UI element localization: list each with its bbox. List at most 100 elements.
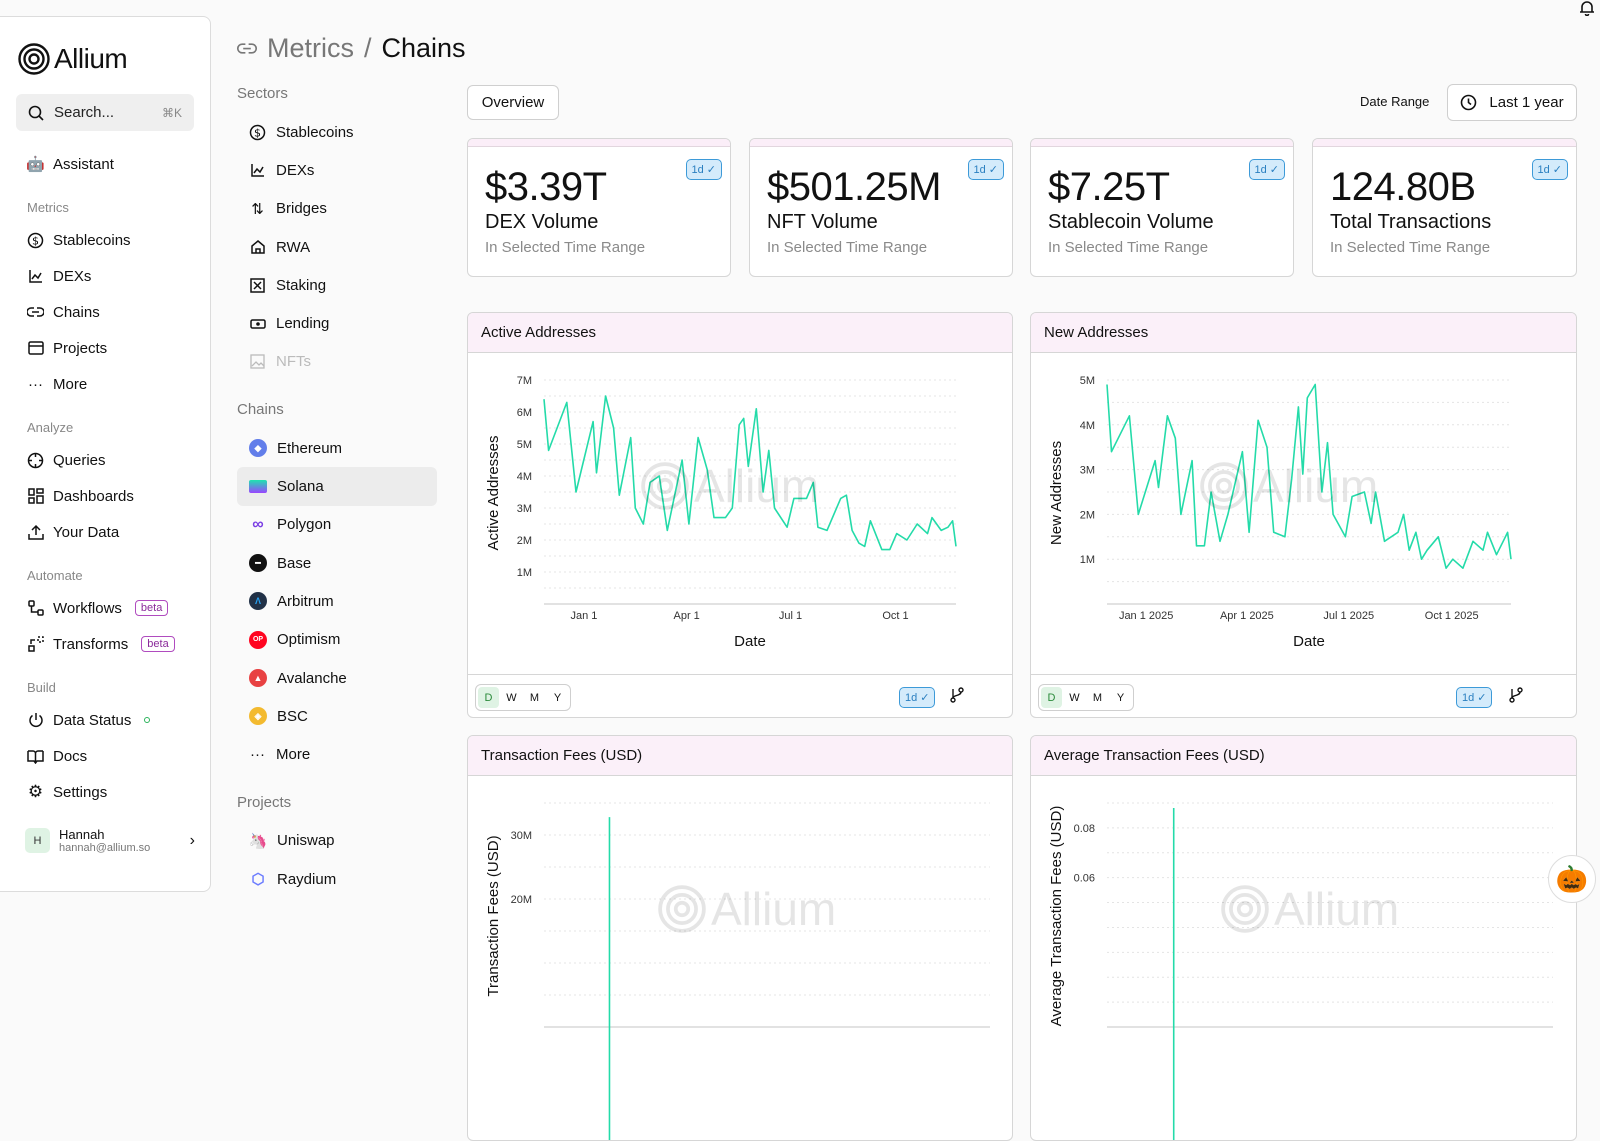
- section-label-build: Build: [0, 662, 210, 702]
- sidebar-item-assistant[interactable]: 🤖Assistant: [0, 146, 210, 182]
- granularity-month[interactable]: M: [524, 687, 545, 708]
- freshness-badge[interactable]: 1d✓: [1456, 687, 1492, 708]
- granularity-day[interactable]: D: [478, 687, 499, 708]
- link-icon: [27, 304, 44, 321]
- freshness-badge[interactable]: 1d✓: [686, 159, 722, 180]
- granularity-year[interactable]: Y: [1110, 687, 1131, 708]
- y-tick-label: 4M: [517, 471, 532, 483]
- granularity-week[interactable]: W: [1064, 687, 1085, 708]
- sidebar-item-docs[interactable]: Docs: [0, 738, 210, 774]
- section-label-automate: Automate: [0, 550, 210, 590]
- sidebar-item-label: Settings: [53, 784, 107, 801]
- overview-button[interactable]: Overview: [467, 85, 559, 120]
- search-input[interactable]: Search... ⌘K: [16, 94, 194, 131]
- x-tick-label: Oct 1: [882, 610, 908, 622]
- granularity-day[interactable]: D: [1041, 687, 1062, 708]
- branch-icon[interactable]: [950, 687, 964, 708]
- subnav-item-stablecoins[interactable]: $Stablecoins: [237, 113, 437, 151]
- subnav-chain-avalanche[interactable]: ▲Avalanche: [237, 659, 437, 697]
- subnav-project-uniswap[interactable]: 🦄Uniswap: [237, 822, 437, 860]
- y-tick-label: 6M: [517, 407, 532, 419]
- assistant-mascot-button[interactable]: 🎃: [1548, 855, 1596, 903]
- link-icon: [237, 42, 257, 55]
- subnav-item-staking[interactable]: Staking: [237, 266, 437, 304]
- subnav-chain-ethereum[interactable]: ◆Ethereum: [237, 429, 437, 467]
- search-icon: [28, 105, 44, 121]
- granularity-year[interactable]: Y: [547, 687, 568, 708]
- sidebar-item-dashboards[interactable]: Dashboards: [0, 478, 210, 514]
- notifications-bell-icon[interactable]: [1578, 0, 1596, 16]
- breadcrumb-separator: /: [364, 33, 372, 64]
- date-range-label: Date Range: [1360, 94, 1429, 109]
- home-icon: [249, 239, 266, 256]
- subnav-item-label: Uniswap: [277, 832, 335, 849]
- subnav-chain-bsc[interactable]: ◈BSC: [237, 697, 437, 735]
- check-circle-icon: ✓: [1553, 163, 1562, 176]
- cash-icon: [249, 315, 266, 332]
- clock-icon: [1460, 94, 1477, 111]
- subnav-project-raydium[interactable]: ⬡Raydium: [237, 860, 437, 898]
- subnav-item-bridges[interactable]: ⇅Bridges: [237, 190, 437, 228]
- sidebar-item-label: Data Status: [53, 712, 131, 729]
- x-tick-label: Oct 1 2025: [1425, 610, 1479, 622]
- sidebar-item-settings[interactable]: ⚙Settings: [0, 774, 210, 810]
- subnav-chain-polygon[interactable]: ∞Polygon: [237, 506, 437, 544]
- sidebar-item-more[interactable]: ···More: [0, 366, 210, 402]
- branch-icon[interactable]: [1509, 687, 1523, 708]
- series-line: [1107, 385, 1511, 569]
- subnav-item-label: NFTs: [276, 353, 311, 370]
- sidebar-item-chains[interactable]: Chains: [0, 294, 210, 330]
- freshness-badge[interactable]: 1d✓: [899, 687, 935, 708]
- solana-icon: [249, 480, 267, 493]
- dots-icon: ···: [249, 746, 266, 763]
- sidebar-item-stablecoins[interactable]: $Stablecoins: [0, 222, 210, 258]
- date-range-select[interactable]: Last 1 year: [1447, 84, 1577, 121]
- sidebar-item-your-data[interactable]: Your Data: [0, 514, 210, 550]
- y-tick-label: 1M: [1080, 554, 1095, 566]
- page-title: Chains: [382, 33, 466, 64]
- subnav-chain-more[interactable]: ···More: [237, 735, 437, 773]
- granularity-month[interactable]: M: [1087, 687, 1108, 708]
- sidebar-item-dexs[interactable]: DEXs: [0, 258, 210, 294]
- breadcrumb-parent[interactable]: Metrics: [267, 33, 354, 64]
- kpi-label: NFT Volume: [767, 211, 878, 234]
- freshness-badge[interactable]: 1d✓: [1249, 159, 1285, 180]
- sidebar-item-data-status[interactable]: Data Status: [0, 702, 210, 738]
- x-axis-title: Date: [1293, 633, 1325, 650]
- y-tick-label: 3M: [1080, 465, 1095, 477]
- y-tick-label: 5M: [517, 439, 532, 451]
- subnav-chain-base[interactable]: ━Base: [237, 544, 437, 582]
- y-axis-title: Transaction Fees (USD): [485, 835, 502, 996]
- subnav-chain-solana[interactable]: Solana: [237, 467, 437, 505]
- kpi-label: Total Transactions: [1330, 211, 1491, 234]
- status-dot: [144, 717, 150, 723]
- freshness-badge[interactable]: 1d✓: [968, 159, 1004, 180]
- sidebar-item-label: Chains: [53, 304, 100, 321]
- allium-logo[interactable]: Allium: [18, 43, 127, 75]
- sidebar-item-label: Queries: [53, 452, 106, 469]
- subnav-item-label: Stablecoins: [276, 124, 354, 141]
- sidebar-item-projects[interactable]: Projects: [0, 330, 210, 366]
- subnav-item-rwa[interactable]: RWA: [237, 228, 437, 266]
- check-circle-icon: ✓: [707, 163, 716, 176]
- freshness-badge[interactable]: 1d✓: [1532, 159, 1568, 180]
- x-tick-label: Jan 1 2025: [1119, 610, 1173, 622]
- sidebar-item-queries[interactable]: Queries: [0, 442, 210, 478]
- granularity-week[interactable]: W: [501, 687, 522, 708]
- series-line: [544, 396, 956, 550]
- user-email: hannah@allium.so: [59, 842, 150, 854]
- subnav-item-lending[interactable]: Lending: [237, 304, 437, 342]
- avalanche-icon: ▲: [249, 669, 267, 687]
- subnav-item-dexs[interactable]: DEXs: [237, 151, 437, 189]
